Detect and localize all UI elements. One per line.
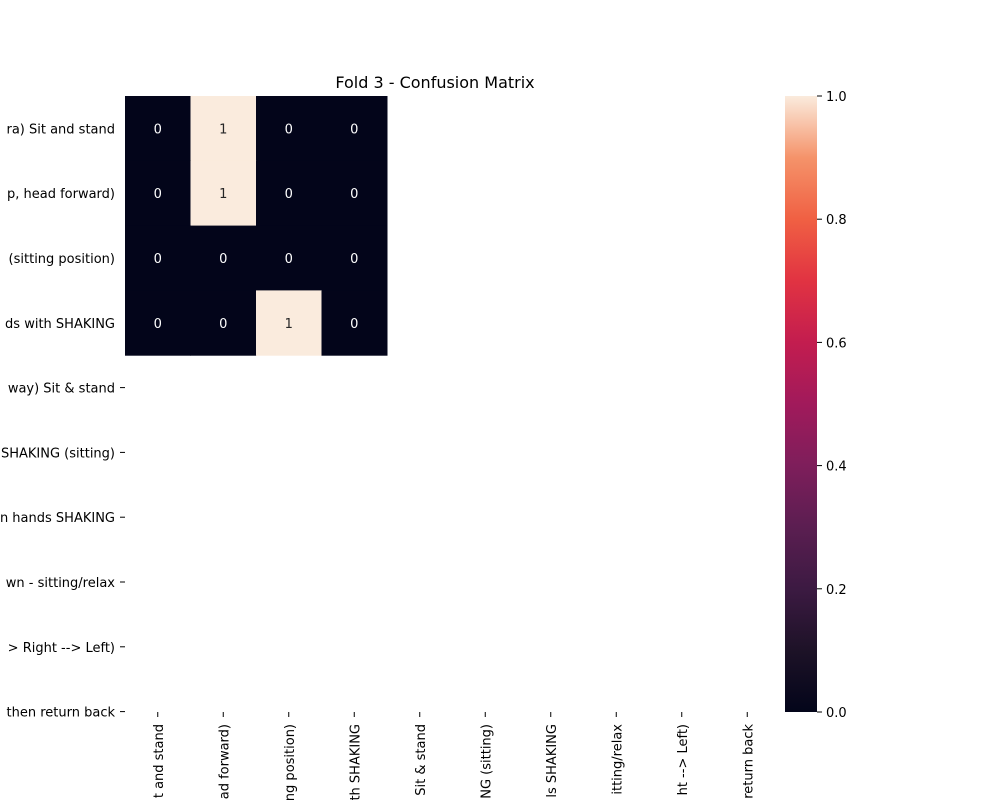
y-tick-label: then return back [7, 706, 116, 721]
heatmap-cell [256, 96, 322, 162]
colorbar-tick-label: 1.0 [826, 90, 847, 105]
heatmap-cell [190, 225, 257, 291]
heatmap-cell [321, 160, 388, 227]
heatmap-cell [256, 160, 322, 227]
x-tick-label: th SHAKING [348, 724, 363, 800]
heatmap-cell [125, 225, 191, 291]
colorbar-tick-label: 0.2 [826, 583, 847, 598]
heatmap-cell [190, 96, 257, 162]
colorbar-tick-label: 0.6 [826, 336, 847, 351]
heatmap-cell [190, 160, 257, 227]
heatmap-cell [321, 290, 388, 356]
cell-value-label: 0 [219, 317, 227, 332]
cell-value-label: 0 [154, 317, 162, 332]
cell-value-label: 0 [350, 122, 358, 137]
colorbar-tick-label: 0.0 [826, 706, 847, 721]
x-tick-label: t and stand [152, 724, 167, 798]
colorbar [785, 96, 817, 712]
cell-value-label: 0 [154, 122, 162, 137]
chart-title: Fold 3 - Confusion Matrix [335, 73, 534, 92]
x-axis-ticks: t and stand ad forward) ng position) th SHA… [152, 712, 756, 800]
x-tick-label: ht --> Left) [676, 724, 691, 795]
heatmap-cell [256, 225, 322, 291]
heatmap-cell [321, 225, 388, 291]
x-tick-label: NG (sitting) [479, 724, 494, 799]
y-tick-label: ds with SHAKING [5, 317, 115, 332]
cell-value-label: 0 [350, 187, 358, 202]
x-tick-label: return back [741, 724, 756, 799]
y-tick-label: > Right --> Left) [8, 641, 115, 656]
x-tick-label: ng position) [283, 724, 298, 800]
cell-value-label: 0 [285, 122, 293, 137]
cell-value-label: 0 [350, 252, 358, 267]
heatmap-cell-labels: 0 1 0 0 0 1 0 0 0 0 0 0 0 0 1 0 [154, 122, 359, 331]
cell-value-label: 0 [285, 252, 293, 267]
colorbar-tick-label: 0.8 [826, 213, 847, 228]
cell-value-label: 1 [219, 122, 227, 137]
heatmap-cell [125, 290, 191, 356]
cell-value-label: 1 [285, 317, 293, 332]
cell-value-label: 0 [285, 187, 293, 202]
y-tick-label: n hands SHAKING [0, 511, 115, 526]
x-tick-label: itting/relax [610, 724, 625, 795]
colorbar-tick-label: 0.4 [826, 460, 847, 475]
y-tick-label: ra) Sit and stand [6, 122, 115, 137]
heatmap-cell [190, 290, 257, 356]
y-tick-label: p, head forward) [7, 187, 115, 202]
y-tick-label: way) Sit & stand [8, 382, 115, 397]
heatmap-cell [256, 290, 322, 356]
cell-value-label: 0 [350, 317, 358, 332]
heatmap-cells [125, 96, 388, 356]
y-tick-label: wn - sitting/relax [6, 576, 116, 591]
x-tick-label: ls SHAKING [545, 724, 560, 798]
x-tick-label: ad forward) [217, 724, 232, 799]
cell-value-label: 0 [154, 252, 162, 267]
y-tick-label: SHAKING (sitting) [1, 446, 115, 461]
colorbar-ticks: 0.0 0.2 0.4 0.6 0.8 1.0 [817, 90, 847, 721]
cell-value-label: 0 [154, 187, 162, 202]
x-tick-label: Sit & stand [414, 724, 429, 796]
heatmap-cell [321, 96, 388, 162]
cell-value-label: 0 [219, 252, 227, 267]
y-tick-label: (sitting position) [9, 252, 115, 267]
heatmap-cell [125, 96, 191, 162]
y-axis-ticks: ra) Sit and stand p, head forward) (sittin… [0, 122, 125, 721]
cell-value-label: 1 [219, 187, 227, 202]
heatmap-cell [125, 160, 191, 227]
